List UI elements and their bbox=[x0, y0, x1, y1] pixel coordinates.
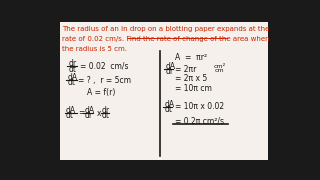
Text: A = f(r): A = f(r) bbox=[87, 88, 116, 97]
Text: dA: dA bbox=[84, 106, 95, 115]
Text: x: x bbox=[97, 109, 101, 118]
Text: cm: cm bbox=[215, 68, 224, 73]
Text: = 2π x 5: = 2π x 5 bbox=[175, 74, 207, 83]
Text: A  =  πr²: A = πr² bbox=[175, 53, 207, 62]
Text: = 0.2π cm²/s: = 0.2π cm²/s bbox=[175, 117, 224, 126]
FancyBboxPatch shape bbox=[60, 22, 268, 160]
Text: dr: dr bbox=[68, 59, 77, 68]
Text: dA: dA bbox=[67, 73, 77, 82]
Text: the radius is 5 cm.: the radius is 5 cm. bbox=[62, 46, 127, 52]
Text: = ? ,  r = 5cm: = ? , r = 5cm bbox=[78, 76, 132, 85]
Text: =: = bbox=[78, 109, 85, 118]
Text: dr: dr bbox=[84, 111, 93, 120]
Text: dt: dt bbox=[66, 111, 74, 120]
Text: rate of 0.02 cm/s. Find the rate of change of the area when: rate of 0.02 cm/s. Find the rate of chan… bbox=[62, 36, 270, 42]
Text: = 2πr: = 2πr bbox=[175, 64, 196, 73]
Text: = 0.02  cm/s: = 0.02 cm/s bbox=[80, 62, 128, 71]
Text: The radius of an in drop on a blotting paper expands at the: The radius of an in drop on a blotting p… bbox=[62, 26, 270, 32]
Text: cm²: cm² bbox=[214, 64, 226, 69]
Text: dt: dt bbox=[102, 111, 110, 120]
Text: dr: dr bbox=[165, 67, 173, 76]
Text: dt: dt bbox=[67, 78, 75, 87]
Text: dA: dA bbox=[165, 62, 175, 71]
Text: dA: dA bbox=[66, 106, 76, 115]
Text: dt: dt bbox=[68, 64, 76, 73]
Text: dA: dA bbox=[164, 100, 175, 109]
Text: = 10π x 0.02: = 10π x 0.02 bbox=[175, 102, 224, 111]
Text: = 10π cm: = 10π cm bbox=[175, 84, 212, 93]
Text: dr: dr bbox=[102, 106, 110, 115]
Text: dt: dt bbox=[164, 105, 172, 114]
